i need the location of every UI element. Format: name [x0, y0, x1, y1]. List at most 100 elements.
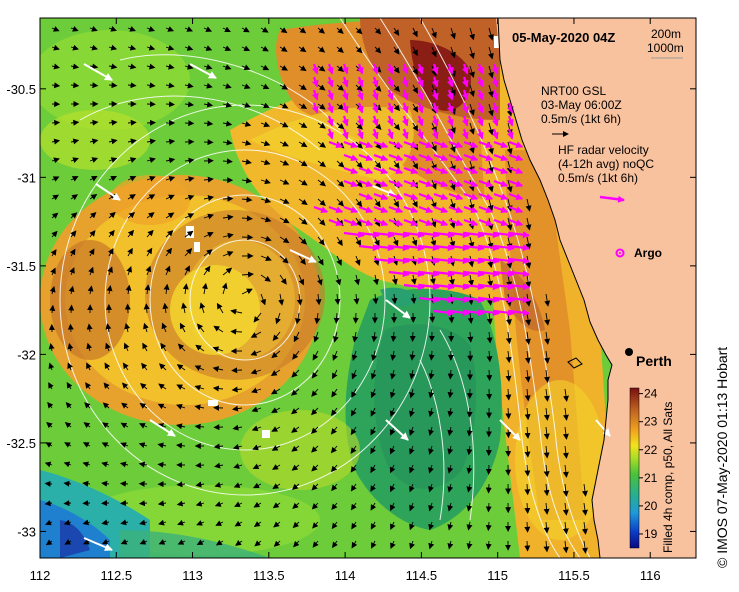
gsl-vector [428, 445, 434, 455]
gsl-vector [562, 426, 569, 440]
gsl-vector [176, 403, 186, 410]
gsl-vector [161, 322, 168, 333]
gsl-vector [370, 369, 377, 380]
hf-vector [386, 102, 394, 114]
gsl-vector [222, 139, 233, 146]
gsl-vector [201, 282, 208, 295]
gsl-vector [428, 502, 434, 512]
gsl-vector [372, 293, 379, 305]
gsl-vector [106, 285, 113, 295]
gsl-vector [279, 198, 290, 204]
gsl-vector [241, 215, 253, 222]
gsl-vector [146, 175, 156, 182]
gsl-vector [506, 217, 513, 231]
gsl-vector [48, 362, 55, 371]
gsl-vector [332, 331, 339, 343]
hf-vector [448, 166, 464, 175]
hf-vector [371, 102, 379, 114]
gsl-vector [70, 26, 79, 32]
hf-vector [433, 296, 455, 304]
hf-vector [461, 115, 469, 127]
hf-vector [461, 128, 469, 140]
hf-vector [478, 166, 494, 175]
gsl-vector [485, 483, 492, 494]
gsl-vector [524, 369, 531, 383]
gsl-vector [393, 27, 400, 36]
perth-marker [625, 348, 633, 356]
gsl-vector [165, 230, 174, 238]
gsl-vector [487, 27, 494, 41]
gsl-vector [158, 519, 167, 526]
hf-vector [326, 128, 334, 140]
gsl-vector [157, 403, 167, 410]
gsl-vector [212, 346, 224, 353]
gsl-vector [51, 138, 61, 145]
gsl-vector [390, 331, 397, 343]
gsl-vector [107, 248, 114, 257]
hf-vector [433, 257, 455, 265]
gsl-vector [241, 288, 253, 295]
hf-vector [371, 128, 379, 140]
gsl-vector [138, 500, 148, 507]
hf-vector [416, 76, 424, 88]
gsl-vector [390, 521, 396, 531]
gsl-vector [233, 463, 243, 469]
hf-vector [476, 76, 484, 88]
gsl-vector [298, 160, 308, 167]
hf-vector [356, 63, 364, 75]
hf-vector [358, 153, 374, 162]
gsl-vector [184, 157, 195, 164]
hf-vector [478, 179, 494, 188]
gsl-vector [222, 64, 232, 70]
gsl-vector [332, 350, 338, 361]
gsl-vector [260, 64, 270, 71]
gsl-vector [214, 481, 224, 488]
gsl-vector [260, 159, 271, 166]
gsl-vector [317, 255, 324, 266]
gsl-vector [447, 502, 454, 512]
gsl-vector [488, 65, 494, 79]
gsl-vector [184, 213, 195, 219]
gsl-vector [292, 350, 300, 360]
hf-vector [506, 115, 514, 127]
x-tick-label: 116 [640, 568, 661, 583]
gsl-vector [184, 230, 194, 238]
gsl-vector [355, 217, 362, 227]
gsl-vector [279, 121, 289, 128]
gsl-vector [140, 382, 148, 390]
gsl-vector [371, 331, 378, 343]
gsl-vector [429, 274, 436, 285]
gsl-vector [447, 388, 454, 399]
hf-vector [461, 63, 469, 75]
perth-label: Perth [636, 353, 672, 369]
hf-vector [416, 115, 424, 127]
hf-vector [373, 205, 389, 214]
gsl-vector [196, 323, 205, 333]
hf-vector [463, 244, 485, 252]
warm-eddy [40, 175, 325, 425]
gsl-vector [374, 160, 382, 169]
gsl-vector [87, 285, 94, 295]
gsl-vector [466, 502, 473, 512]
gsl-vector [108, 211, 116, 219]
gsl-vector [563, 388, 569, 402]
gsl-vector [127, 63, 137, 70]
gsl-vector [89, 44, 99, 51]
gsl-vector [45, 519, 53, 526]
gsl-vector [298, 255, 306, 265]
gsl-vector [544, 293, 551, 307]
gsl-vector [213, 325, 224, 333]
gsl-vector [250, 331, 262, 338]
gsl-vector [350, 464, 357, 473]
hf-vector [431, 63, 439, 75]
gsl-vector [146, 119, 156, 126]
x-tick-label: 114 [335, 568, 356, 583]
hf-vector [313, 205, 329, 214]
gsl-legend-title: NRT00 GSL [541, 84, 606, 98]
hf-vector [386, 115, 394, 127]
gsl-vector [215, 520, 224, 526]
hf-vector [446, 115, 454, 127]
gsl-vector [89, 230, 96, 238]
gsl-vector [67, 323, 74, 333]
hf-scale-arrow [599, 195, 625, 203]
